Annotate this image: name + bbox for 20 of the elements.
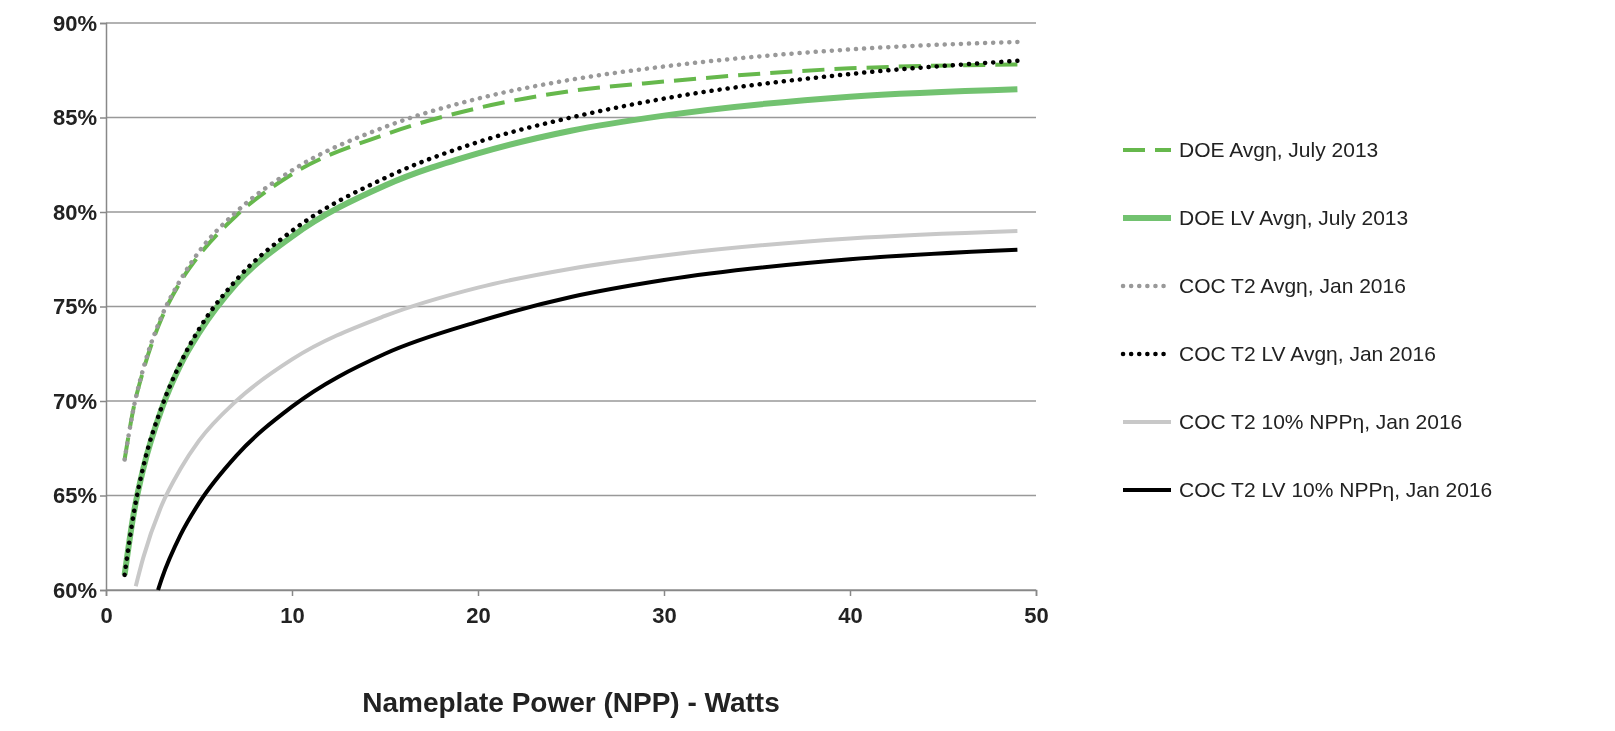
x-tick-label: 40 xyxy=(838,603,863,629)
legend-label: COC T2 LV Avgη, Jan 2016 xyxy=(1179,342,1436,366)
y-tick-label: 70% xyxy=(52,388,97,414)
legend-label: COC T2 LV 10% NPPη, Jan 2016 xyxy=(1179,478,1493,502)
legend-label: COC T2 Avgη, Jan 2016 xyxy=(1179,274,1406,298)
x-tick-label: 20 xyxy=(466,603,491,629)
x-tick-label: 0 xyxy=(100,603,113,629)
x-axis-title: Nameplate Power (NPP) - Watts xyxy=(362,687,780,718)
y-tick-label: 80% xyxy=(52,199,97,225)
y-tick-label: 75% xyxy=(52,294,97,320)
legend-label: COC T2 10% NPPη, Jan 2016 xyxy=(1179,410,1463,434)
y-tick-label: 65% xyxy=(52,483,97,509)
y-tick-label: 60% xyxy=(52,577,97,603)
legend-label: DOE Avgη, July 2013 xyxy=(1179,138,1379,162)
x-tick-label: 30 xyxy=(652,603,677,629)
legend-label: DOE LV Avgη, July 2013 xyxy=(1179,206,1409,230)
x-tick-label: 50 xyxy=(1024,603,1049,629)
y-tick-label: 90% xyxy=(52,10,97,36)
x-tick-label: 10 xyxy=(280,603,305,629)
y-tick-label: 85% xyxy=(52,105,97,131)
